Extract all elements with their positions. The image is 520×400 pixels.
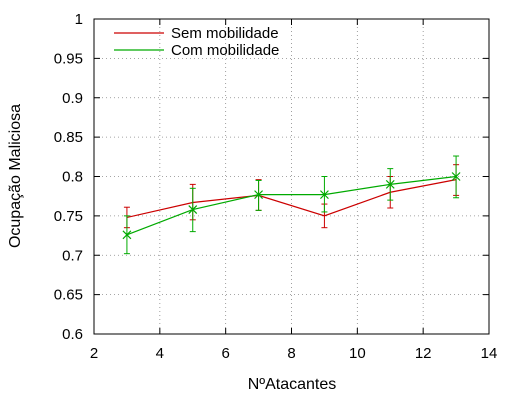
series-sem-mobilidade: [123, 164, 460, 229]
data-point: [323, 215, 325, 217]
legend-label: Sem mobilidade: [171, 25, 279, 42]
marker-stroke: [451, 172, 461, 181]
series-line: [126, 179, 457, 219]
marker-stroke: [385, 179, 395, 189]
series-line: [126, 175, 457, 236]
axes: [93, 18, 490, 335]
x-tick-label: 12: [415, 345, 432, 362]
y-tick-label: 0.85: [54, 129, 83, 146]
y-tick-label: 1: [75, 11, 83, 28]
x-tick-label: 8: [287, 345, 295, 362]
x-axis-title: NºAtacantes: [248, 376, 337, 393]
data-point: [319, 190, 329, 200]
y-tick-label: 0.75: [54, 208, 83, 225]
legend-entry: Com mobilidade: [114, 42, 279, 59]
x-tick-label: 4: [156, 345, 164, 362]
marker-stroke: [254, 190, 264, 200]
y-tick-label: 0.8: [62, 169, 83, 186]
y-tick-label: 0.7: [62, 247, 83, 264]
y-tick-label: 0.95: [54, 50, 83, 67]
x-tick-label: 14: [481, 345, 498, 362]
series-com-mobilidade: [122, 155, 461, 255]
data-point: [254, 190, 264, 200]
data-point: [385, 179, 395, 189]
x-tick-label: 2: [90, 345, 98, 362]
marker-stroke: [122, 230, 132, 240]
legend-entry: Sem mobilidade: [114, 25, 279, 42]
data-point: [451, 172, 461, 181]
plot-frame: [93, 18, 490, 335]
y-tick-label: 0.6: [62, 326, 83, 343]
x-tick-label: 10: [349, 345, 366, 362]
y-axis-title: Ocupação Maliciosa: [7, 104, 24, 248]
legend-label: Com mobilidade: [171, 42, 279, 59]
series: [122, 155, 461, 255]
data-point: [122, 230, 132, 240]
y-tick-label: 0.9: [62, 90, 83, 107]
ticks: 2 4 6 8 10 12 14 0.6 0.65 0.7 0.75 0.8 0.85 0.9 0.95 1: [54, 11, 498, 362]
data-point: [188, 205, 198, 214]
y-tick-label: 0.65: [54, 287, 83, 304]
marker-stroke: [319, 190, 329, 200]
marker-stroke: [188, 205, 198, 214]
grid: [94, 19, 489, 334]
x-tick-label: 6: [221, 345, 229, 362]
